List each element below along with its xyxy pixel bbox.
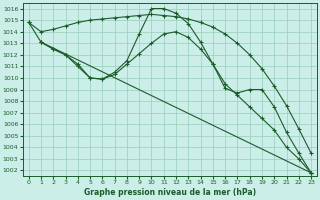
X-axis label: Graphe pression niveau de la mer (hPa): Graphe pression niveau de la mer (hPa) — [84, 188, 256, 197]
